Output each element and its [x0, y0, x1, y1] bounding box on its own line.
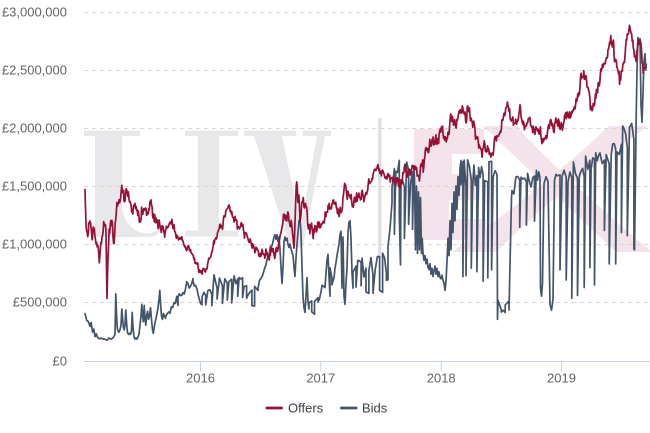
svg-text:£2,000,000: £2,000,000 — [2, 121, 67, 136]
svg-text:2016: 2016 — [186, 371, 215, 386]
svg-text:2017: 2017 — [306, 371, 335, 386]
svg-text:2018: 2018 — [427, 371, 456, 386]
svg-text:Offers: Offers — [288, 401, 324, 416]
svg-text:£500,000: £500,000 — [13, 295, 67, 310]
svg-text:£1,000,000: £1,000,000 — [2, 237, 67, 252]
svg-text:2019: 2019 — [547, 371, 576, 386]
svg-text:£0: £0 — [53, 354, 67, 369]
svg-text:£3,000,000: £3,000,000 — [2, 5, 67, 20]
svg-text:Bids: Bids — [362, 401, 388, 416]
svg-text:£2,500,000: £2,500,000 — [2, 63, 67, 78]
svg-text:£1,500,000: £1,500,000 — [2, 179, 67, 194]
